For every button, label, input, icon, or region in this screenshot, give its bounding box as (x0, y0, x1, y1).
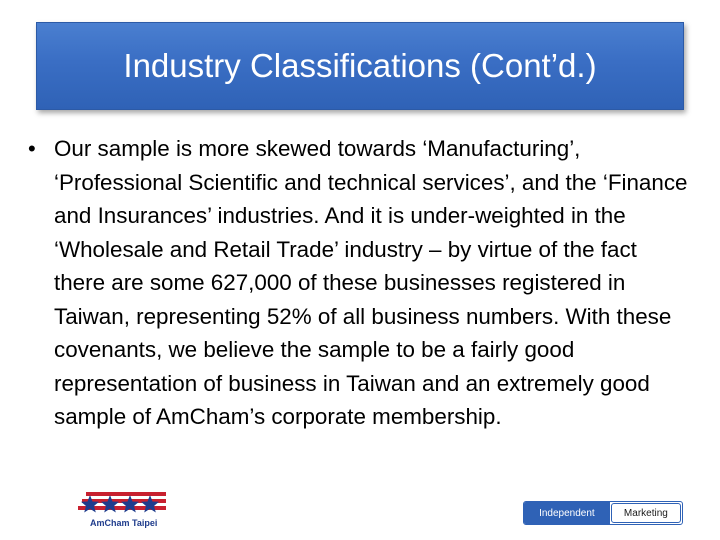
amcham-logo (78, 492, 166, 513)
logo-stripe (78, 506, 166, 510)
tab-independent[interactable]: Independent (524, 502, 610, 524)
slide-title: Industry Classifications (Cont’d.) (123, 47, 597, 84)
title-bar: Industry Classifications (Cont’d.) (36, 22, 684, 110)
logo-stripe (82, 499, 166, 503)
logo-caption: AmCham Taipei (90, 518, 158, 528)
logo-star (121, 495, 139, 513)
bullet-text: Our sample is more skewed towards ‘Manuf… (54, 136, 688, 429)
logo-star (81, 495, 99, 513)
logo-star (141, 495, 159, 513)
bullet-list: • Our sample is more skewed towards ‘Man… (28, 132, 690, 434)
footer-tabs: Independent Marketing (523, 501, 683, 525)
tab-marketing[interactable]: Marketing (610, 503, 681, 523)
bullet-marker: • (28, 136, 36, 161)
logo-stripe (86, 492, 166, 496)
logo-star (101, 495, 119, 513)
